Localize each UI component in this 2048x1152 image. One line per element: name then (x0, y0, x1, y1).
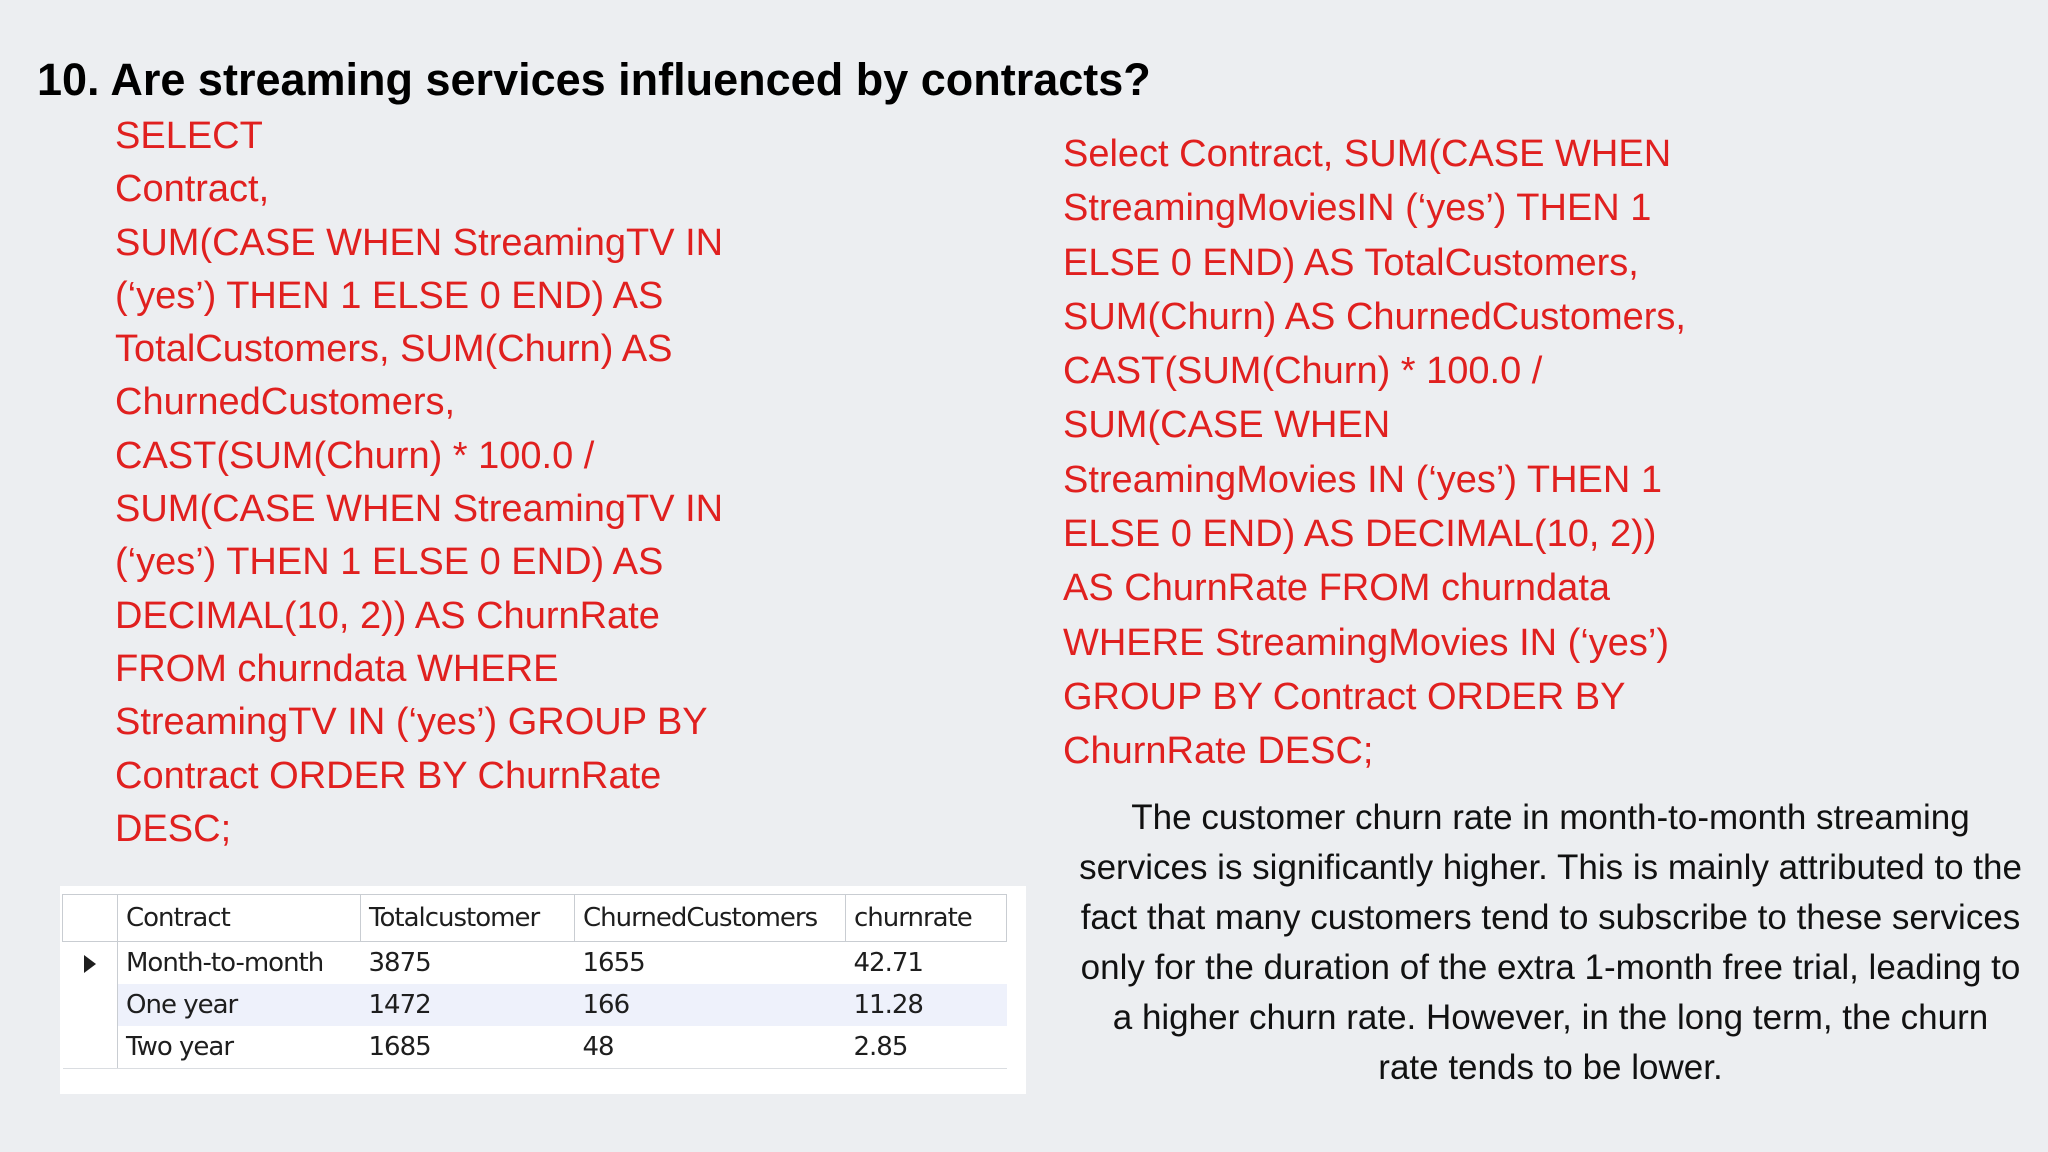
query-line: WHERE StreamingMovies IN (‘yes’) (1063, 621, 1669, 664)
query-line: FROM churndata WHERE (115, 647, 559, 690)
query-line: Contract, (115, 168, 270, 211)
summary-line: a higher churn rate. However, in the lon… (1112, 998, 1989, 1037)
summary-line: The customer churn rate in month-to-mont… (1131, 798, 1970, 837)
query-line: ELSE 0 END) AS TotalCustomers, (1063, 241, 1639, 284)
summary-line: fact that many customers tend to subscri… (1080, 898, 2021, 937)
query-line: GROUP BY Contract ORDER BY (1063, 675, 1626, 718)
query-line: (‘yes’) THEN 1 ELSE 0 END) AS (115, 274, 664, 317)
column-header-churnrate[interactable]: churnrate (845, 894, 1007, 942)
cell-contract[interactable]: One year (117, 984, 361, 1026)
query-line: ChurnRate DESC; (1063, 730, 1374, 773)
table-row[interactable]: Month-to-month 3875 1655 42.71 (62, 941, 1007, 984)
query-line: StreamingMoviesIN (‘yes’) THEN 1 (1063, 187, 1652, 230)
column-header-contract[interactable]: Contract (117, 894, 361, 942)
analysis-summary: The customer churn rate in month-to-mont… (1063, 793, 2038, 1093)
column-header-totalcustomer[interactable]: Totalcustomer (360, 894, 575, 942)
cell-churnrate[interactable]: 42.71 (845, 941, 1007, 984)
query-line: DESC; (115, 807, 232, 850)
streaming-movies-query: Select Contract, SUM(CASE WHEN Streaming… (1063, 127, 1686, 779)
cell-contract[interactable]: Two year (117, 1026, 361, 1069)
query-line: SUM(Churn) AS ChurnedCustomers, (1063, 295, 1686, 338)
cell-contract[interactable]: Month-to-month (117, 941, 361, 984)
column-header-churnedcustomers[interactable]: ChurnedCustomers (574, 894, 846, 942)
table-row[interactable]: One year 1472 166 11.28 (62, 984, 1007, 1026)
query-line: CAST(SUM(Churn) * 100.0 / (115, 434, 595, 477)
query-line: (‘yes’) THEN 1 ELSE 0 END) AS (115, 541, 664, 584)
cell-totalcustomer[interactable]: 1472 (360, 984, 575, 1026)
query-line: StreamingMovies IN (‘yes’) THEN 1 (1063, 458, 1663, 501)
cell-churnedcustomers[interactable]: 48 (574, 1026, 846, 1069)
query-line: CAST(SUM(Churn) * 100.0 / (1063, 350, 1543, 393)
row-selector[interactable] (62, 1026, 118, 1069)
query-line: DECIMAL(10, 2)) AS ChurnRate (115, 594, 660, 637)
query-line: ELSE 0 END) AS DECIMAL(10, 2)) (1063, 513, 1657, 556)
summary-line: rate tends to be lower. (1378, 1048, 1723, 1087)
row-selector[interactable] (62, 984, 118, 1026)
cell-churnedcustomers[interactable]: 166 (574, 984, 846, 1026)
summary-line: services is significantly higher. This i… (1079, 848, 2022, 887)
query-line: ChurnedCustomers, (115, 381, 456, 424)
query-line: Contract ORDER BY ChurnRate (115, 754, 662, 797)
row-selector-header (62, 894, 118, 942)
query-line: Select Contract, SUM(CASE WHEN (1063, 133, 1672, 175)
query-line: SUM(CASE WHEN (1063, 404, 1391, 447)
slide-title: 10. Are streaming services influenced by… (37, 54, 1151, 105)
row-selector[interactable] (62, 941, 118, 984)
query-line: SUM(CASE WHEN StreamingTV IN (115, 488, 724, 531)
header-row: Contract Totalcustomer ChurnedCustomers … (62, 894, 1007, 942)
query-line: TotalCustomers, SUM(Churn) AS (115, 328, 673, 371)
result-table: Contract Totalcustomer ChurnedCustomers … (62, 894, 1007, 1069)
query-result-grid: Contract Totalcustomer ChurnedCustomers … (60, 886, 1026, 1094)
cell-totalcustomer[interactable]: 1685 (360, 1026, 575, 1069)
query-line: AS ChurnRate FROM churndata (1063, 567, 1611, 610)
cell-churnrate[interactable]: 2.85 (845, 1026, 1007, 1069)
cell-totalcustomer[interactable]: 3875 (360, 941, 575, 984)
table-row[interactable]: Two year 1685 48 2.85 (62, 1026, 1007, 1069)
query-line: StreamingTV IN (‘yes’) GROUP BY (115, 701, 708, 744)
query-line: SELECT (115, 115, 263, 157)
streaming-tv-query: SELECT Contract, SUM(CASE WHEN Streaming… (115, 110, 723, 856)
cell-churnedcustomers[interactable]: 1655 (574, 941, 846, 984)
summary-line: only for the duration of the extra 1-mon… (1080, 948, 2021, 987)
cell-churnrate[interactable]: 11.28 (845, 984, 1007, 1026)
query-line: SUM(CASE WHEN StreamingTV IN (115, 221, 724, 264)
current-row-arrow-icon (83, 954, 96, 973)
